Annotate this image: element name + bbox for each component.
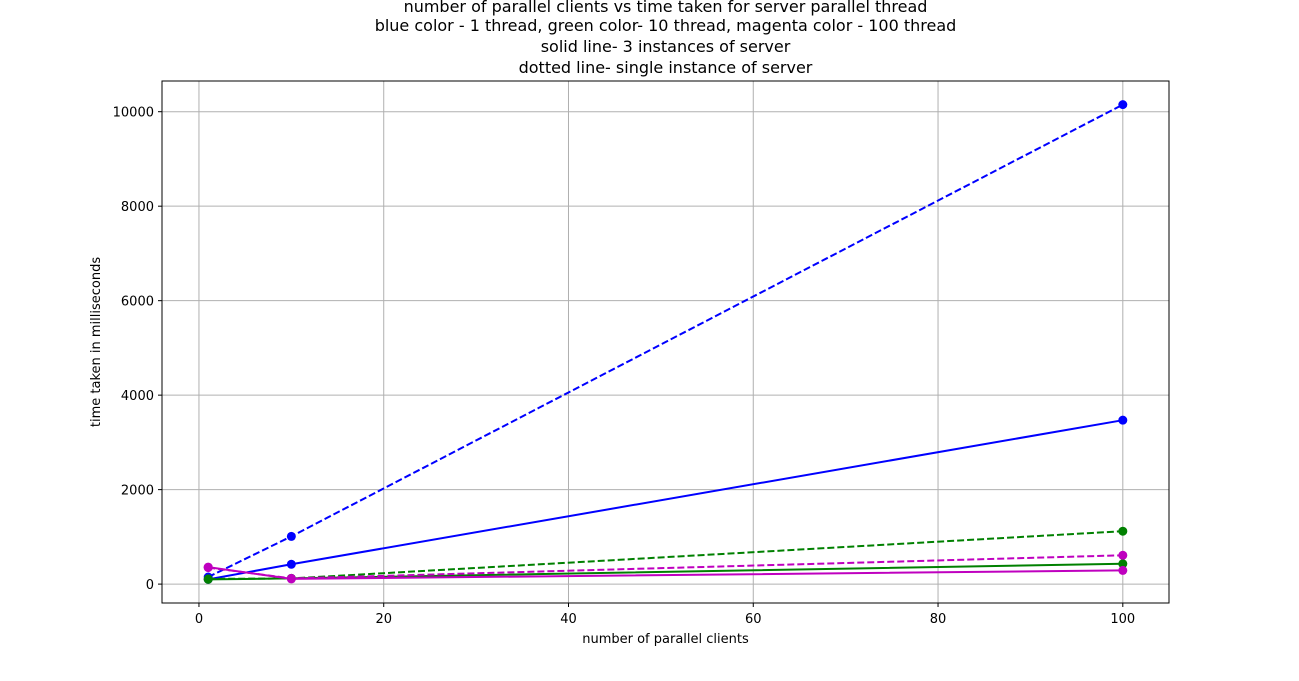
data-point bbox=[1118, 565, 1128, 575]
x-tick-label: 0 bbox=[195, 612, 203, 627]
data-point bbox=[1118, 526, 1128, 536]
data-point bbox=[286, 574, 296, 584]
y-tick-label: 10000 bbox=[113, 106, 154, 121]
data-point bbox=[1118, 100, 1128, 110]
x-tick-label: 80 bbox=[930, 612, 947, 627]
data-point bbox=[1118, 550, 1128, 560]
grid-lines bbox=[162, 81, 1169, 603]
x-axis-ticks: 0 20 40 60 80 100 bbox=[195, 603, 1135, 627]
data-point bbox=[203, 574, 213, 584]
x-tick-label: 60 bbox=[745, 612, 762, 627]
series-line bbox=[207, 103, 1124, 578]
y-tick-label: 4000 bbox=[121, 389, 154, 404]
y-axis-label: time taken in milliseconds bbox=[89, 257, 104, 427]
chart-title-line-1: number of parallel clients vs time taken… bbox=[404, 0, 928, 16]
series-line bbox=[208, 419, 1123, 581]
data-point bbox=[1118, 559, 1128, 569]
x-tick-label: 40 bbox=[560, 612, 577, 627]
series-6 bbox=[203, 562, 1128, 584]
chart-title: number of parallel clients vs time taken… bbox=[375, 0, 957, 77]
y-tick-label: 2000 bbox=[121, 484, 154, 499]
y-axis-ticks: 0 2000 4000 6000 8000 10000 bbox=[113, 106, 162, 593]
series-1 bbox=[203, 100, 1128, 582]
data-point bbox=[1118, 415, 1128, 425]
y-tick-label: 0 bbox=[146, 578, 154, 593]
data-point bbox=[286, 531, 296, 541]
y-tick-label: 8000 bbox=[121, 200, 154, 215]
x-tick-label: 100 bbox=[1110, 612, 1135, 627]
y-tick-label: 6000 bbox=[121, 295, 154, 310]
data-series bbox=[203, 100, 1128, 584]
chart-title-line-2: blue color - 1 thread, green color- 10 t… bbox=[375, 16, 957, 35]
x-axis-label: number of parallel clients bbox=[582, 632, 749, 647]
plot-frame bbox=[161, 80, 1170, 604]
chart-title-line-3: solid line- 3 instances of server bbox=[541, 37, 791, 56]
x-tick-label: 20 bbox=[375, 612, 392, 627]
data-point bbox=[203, 562, 213, 572]
chart-title-line-4: dotted line- single instance of server bbox=[519, 58, 813, 77]
data-point bbox=[286, 559, 296, 569]
